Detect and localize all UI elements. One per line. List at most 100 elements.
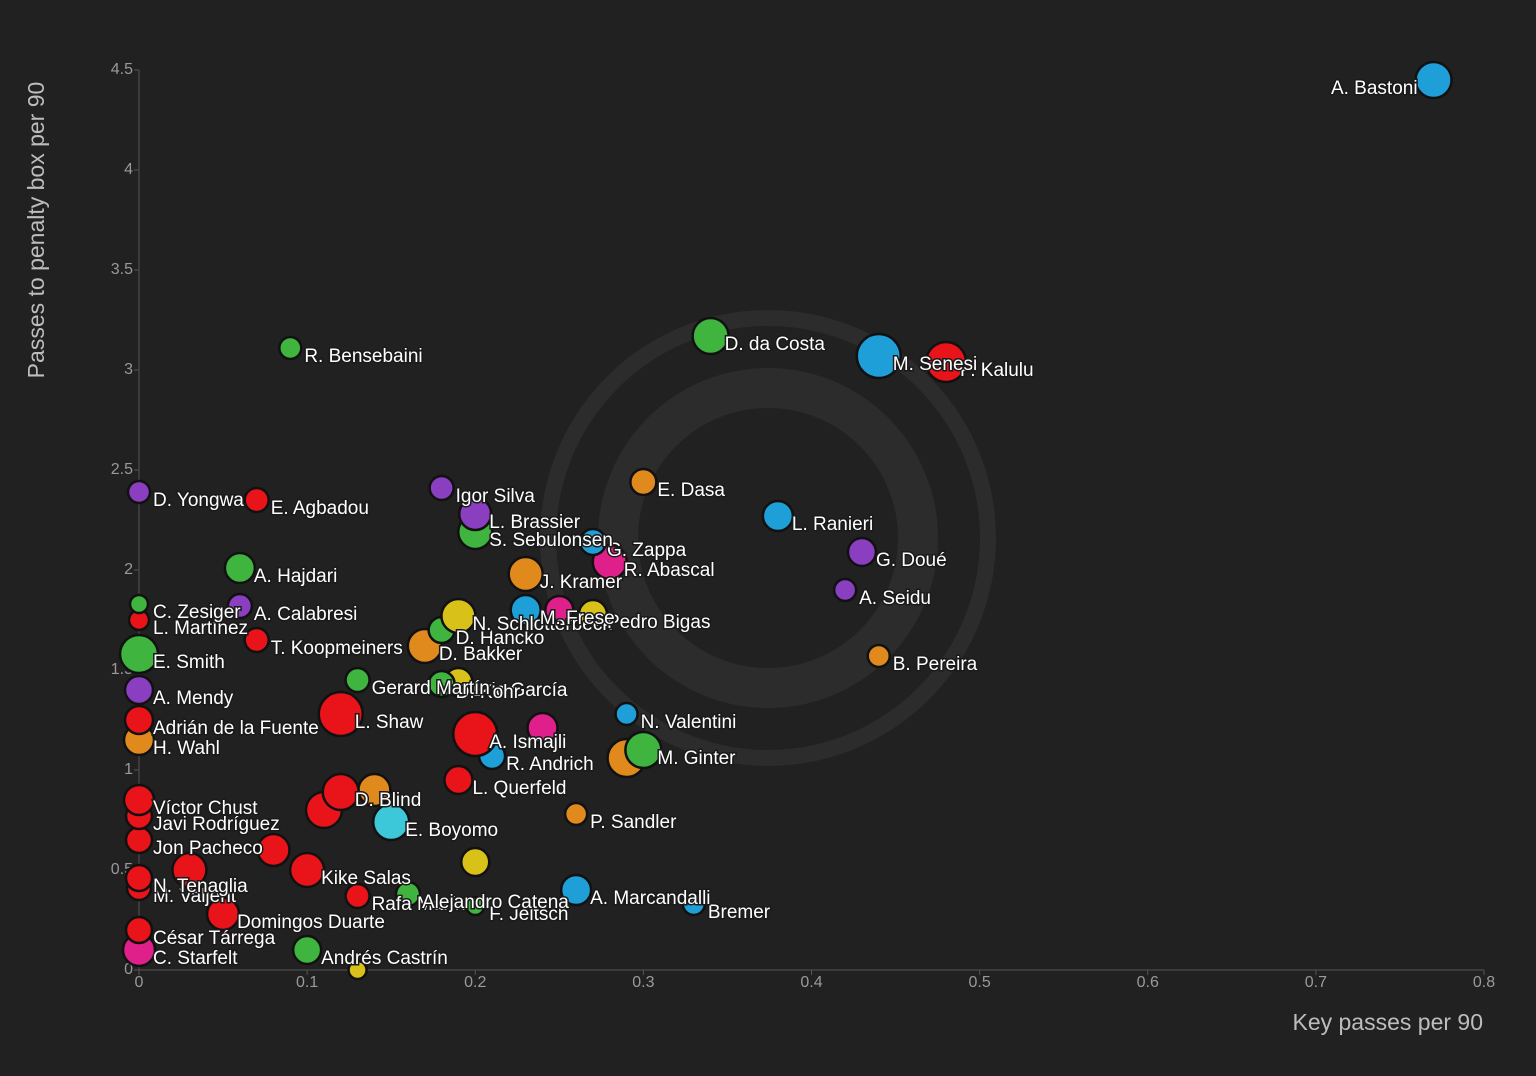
bubble (855, 332, 902, 380)
point-label: T. Koopmeiners (271, 638, 403, 659)
bubble (544, 594, 575, 626)
y-tick-label: 4 (124, 161, 133, 178)
bubble (118, 633, 160, 675)
point-label: Adrián de la Fuente (153, 718, 319, 739)
bubble (223, 551, 257, 585)
point-label: Rafa Marín (372, 894, 466, 915)
point-label: Igor Silva (456, 486, 536, 507)
bubble (321, 772, 360, 812)
bubble (458, 496, 493, 532)
point-label: M. Frese (540, 608, 615, 629)
bubble (681, 891, 707, 917)
bubble (624, 730, 663, 770)
point-label: A. Seidu (859, 588, 931, 609)
point-label: Domingos Duarte (237, 912, 385, 933)
point-label: N. Schlotterbeck (472, 614, 612, 635)
point-label: G. Zappa (607, 540, 687, 561)
point-label: Kike Salas (321, 868, 411, 889)
bubble (256, 832, 291, 868)
y-tick-label: 2 (124, 561, 133, 578)
y-tick-label: 2.5 (111, 461, 133, 478)
point-label: D. da Costa (725, 334, 826, 355)
y-tick-label: 3 (124, 361, 133, 378)
bubble (128, 593, 150, 615)
x-tick-label: 0.8 (1473, 974, 1495, 991)
point-label: A. Mendy (153, 688, 234, 709)
bubble (452, 710, 499, 758)
bubble (629, 467, 658, 497)
x-tick-label: 0.5 (969, 974, 991, 991)
x-tick-label: 0.4 (800, 974, 822, 991)
point-label: B. Pereira (893, 654, 978, 675)
bubble (832, 577, 858, 603)
point-label: L. Ranieri (792, 514, 873, 535)
x-tick-label: 0.1 (296, 974, 318, 991)
watermark (540, 310, 996, 766)
bubble (428, 474, 455, 502)
point-label: M. Valjent (153, 886, 237, 907)
bubble (866, 643, 891, 669)
bubble (440, 597, 477, 635)
bubble (243, 486, 270, 514)
bubble (465, 895, 486, 917)
point-label: C. Starfelt (153, 948, 238, 969)
point-label: M. Ginter (657, 748, 736, 769)
point-label: Javi Rodríguez (153, 814, 280, 835)
point-label: Eric García (472, 680, 567, 701)
point-label: L. Brassier (489, 512, 580, 533)
bubble (124, 825, 154, 855)
point-label: Gerard Martín (372, 678, 490, 699)
point-label: A. Hajdari (254, 566, 337, 587)
point-label: E. Dasa (657, 480, 725, 501)
bubble (509, 593, 542, 627)
point-label: Alejandro Catena (422, 892, 569, 913)
point-label: D. Yongwa (153, 490, 244, 511)
x-axis-title: Key passes per 90 (1292, 1009, 1483, 1035)
y-axis-title: Passes to penalty box per 90 (23, 82, 49, 379)
bubble (614, 701, 639, 727)
bubble (205, 896, 241, 932)
y-tick-label: 0 (124, 961, 133, 978)
bubble (846, 536, 878, 568)
bubble (394, 880, 422, 908)
bubble (526, 711, 559, 745)
bubble (371, 802, 411, 842)
bubble (578, 527, 608, 557)
bubble (427, 669, 456, 699)
bubble (317, 690, 364, 738)
point-label: M. Senesi (893, 354, 977, 375)
points (118, 60, 1453, 981)
bubble (124, 863, 154, 893)
x-tick-label: 0.7 (1305, 974, 1327, 991)
x-tick-label: 0.3 (632, 974, 654, 991)
bubble (126, 479, 152, 505)
y-tick-label: 1 (124, 761, 133, 778)
point-label: L. Querfeld (472, 778, 566, 799)
point-label: R. Bensebaini (304, 346, 422, 367)
bubble (344, 882, 371, 910)
point-label: César Tárrega (153, 928, 276, 949)
point-label: Jon Pacheco (153, 838, 263, 859)
y-tick-label: 4.5 (111, 61, 133, 78)
point-label: E. Agbadou (271, 498, 369, 519)
point-label: P. Sandler (590, 812, 677, 833)
point-label: F. Jeltsch (489, 904, 568, 925)
bubble (460, 846, 491, 878)
point-label: C. Zesiger (153, 602, 241, 623)
point-label: N. Valentini (641, 712, 737, 733)
point-label: Bremer (708, 902, 771, 923)
plot-area: 0 0.1 0.2 0.3 0.4 0.5 0.6 0.7 0.800.511.522.533.… (111, 60, 1495, 991)
bubble (288, 851, 326, 889)
x-tick-label: 0 (135, 974, 144, 991)
bubble (124, 915, 154, 945)
bubble (123, 674, 155, 706)
bubble (691, 316, 730, 356)
point-label: E. Smith (153, 652, 225, 673)
point-label: L. Martínez (153, 618, 248, 639)
point-label: D. Bakker (439, 644, 523, 665)
point-label: A. Calabresi (254, 604, 358, 625)
point-label: R. Andrich (506, 754, 594, 775)
point-label: E. Boyomo (405, 820, 498, 841)
point-label: Andrés Castrín (321, 948, 448, 969)
y-tick-label: 3.5 (111, 261, 133, 278)
